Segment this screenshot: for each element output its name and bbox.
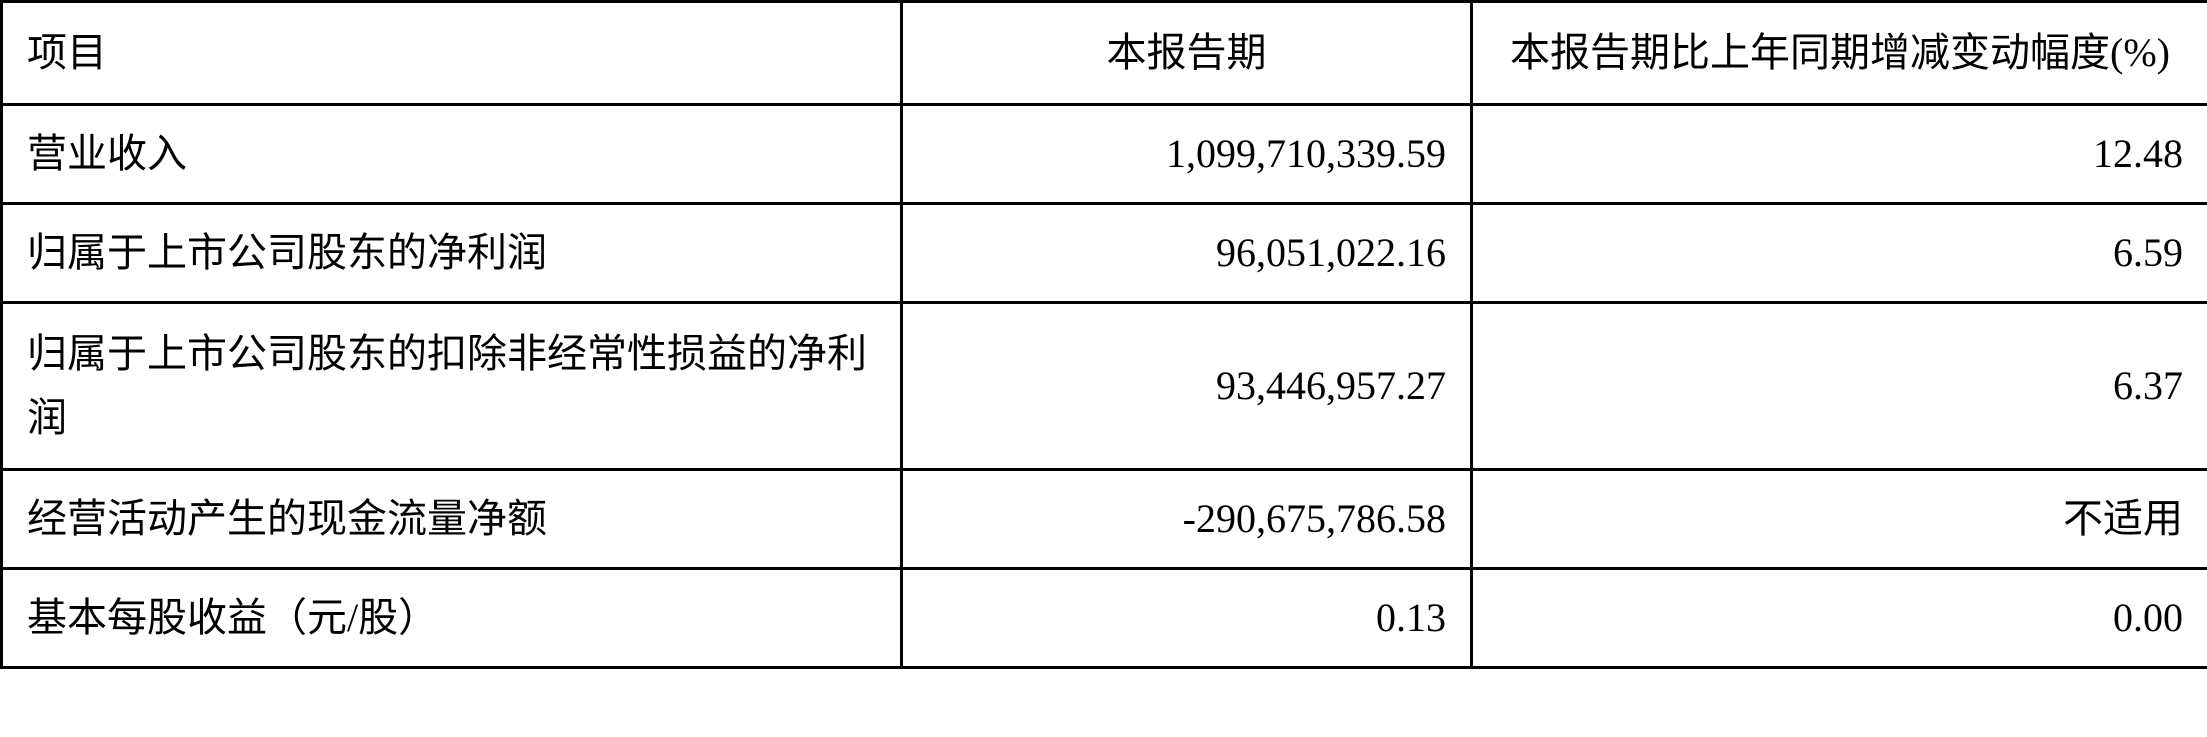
row-change: 12.48 xyxy=(1472,105,2207,204)
row-value: 96,051,022.16 xyxy=(902,204,1472,303)
table-row: 基本每股收益（元/股） 0.13 0.00 xyxy=(2,569,2207,668)
row-value: 0.13 xyxy=(902,569,1472,668)
row-value: 93,446,957.27 xyxy=(902,303,1472,470)
row-item: 归属于上市公司股东的净利润 xyxy=(2,204,902,303)
header-change-pct: 本报告期比上年同期增减变动幅度(%) xyxy=(1472,2,2207,105)
financial-table-container: 项目 本报告期 本报告期比上年同期增减变动幅度(%) 营业收入 1,099,71… xyxy=(0,0,2207,669)
table-header-row: 项目 本报告期 本报告期比上年同期增减变动幅度(%) xyxy=(2,2,2207,105)
table-row: 归属于上市公司股东的扣除非经常性损益的净利润 93,446,957.27 6.3… xyxy=(2,303,2207,470)
row-change: 0.00 xyxy=(1472,569,2207,668)
row-value: -290,675,786.58 xyxy=(902,470,1472,569)
row-change: 6.59 xyxy=(1472,204,2207,303)
header-current-period: 本报告期 xyxy=(902,2,1472,105)
financial-table: 项目 本报告期 本报告期比上年同期增减变动幅度(%) 营业收入 1,099,71… xyxy=(0,0,2207,669)
row-change: 不适用 xyxy=(1472,470,2207,569)
row-item: 经营活动产生的现金流量净额 xyxy=(2,470,902,569)
header-item: 项目 xyxy=(2,2,902,105)
row-change: 6.37 xyxy=(1472,303,2207,470)
row-item: 归属于上市公司股东的扣除非经常性损益的净利润 xyxy=(2,303,902,470)
table-row: 营业收入 1,099,710,339.59 12.48 xyxy=(2,105,2207,204)
table-row: 经营活动产生的现金流量净额 -290,675,786.58 不适用 xyxy=(2,470,2207,569)
row-item: 基本每股收益（元/股） xyxy=(2,569,902,668)
table-row: 归属于上市公司股东的净利润 96,051,022.16 6.59 xyxy=(2,204,2207,303)
row-item: 营业收入 xyxy=(2,105,902,204)
row-value: 1,099,710,339.59 xyxy=(902,105,1472,204)
